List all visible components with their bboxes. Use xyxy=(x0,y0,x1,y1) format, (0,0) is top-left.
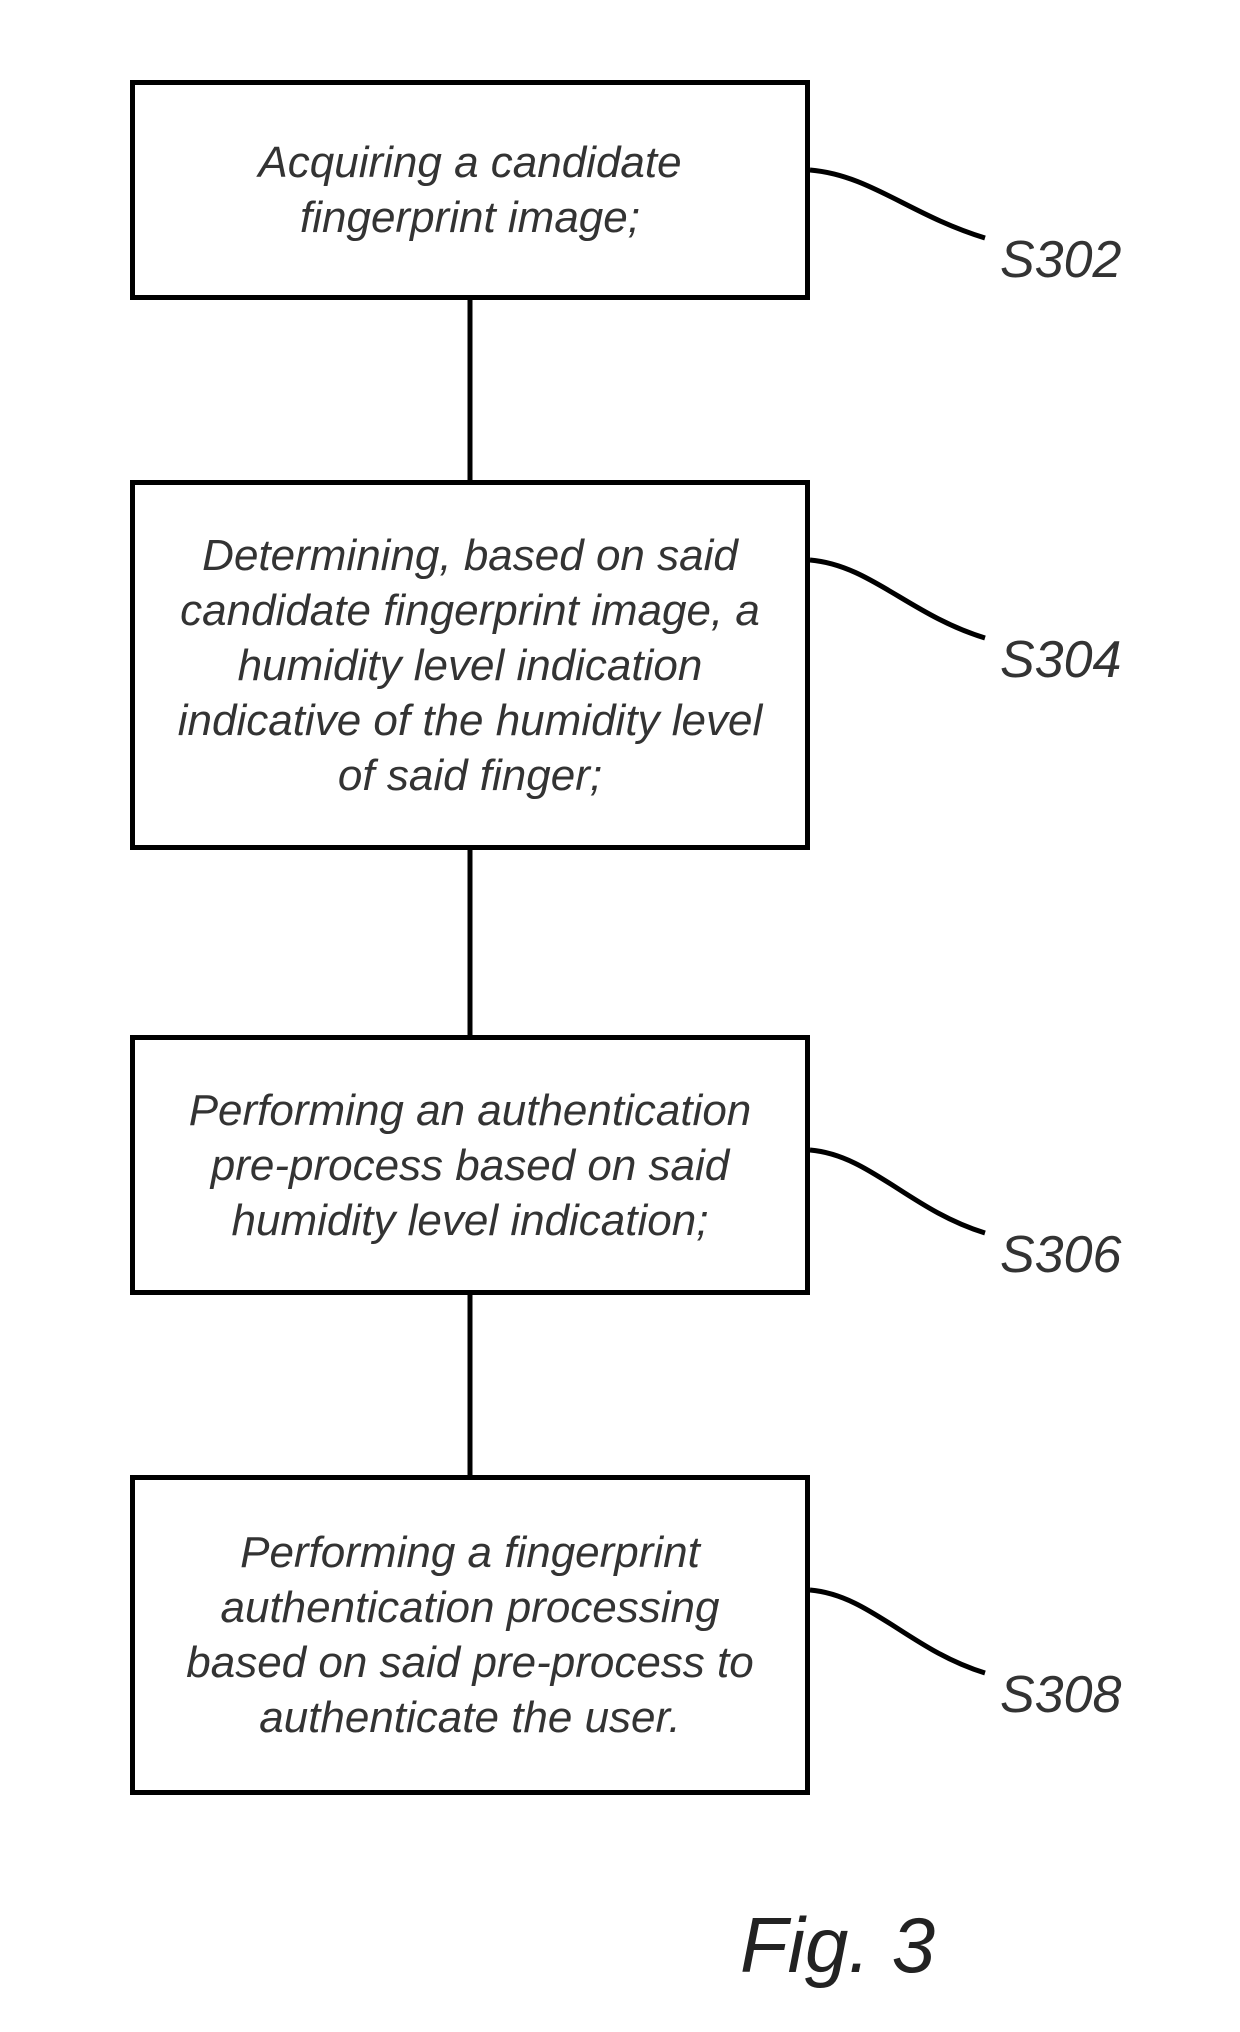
step-label: S302 xyxy=(1000,230,1121,290)
step-label: S304 xyxy=(1000,630,1121,690)
step-label-text: S308 xyxy=(1000,1666,1121,1724)
node-text: Performing a fingerprint authentication … xyxy=(165,1525,775,1745)
step-label-text: S304 xyxy=(1000,631,1121,689)
step-label: S306 xyxy=(1000,1225,1121,1285)
figure-caption-text: Fig. 3 xyxy=(740,1901,935,1989)
flowchart-node: Performing an authentication pre-process… xyxy=(130,1035,810,1295)
node-text: Acquiring a candidate fingerprint image; xyxy=(165,135,775,245)
leader-line xyxy=(810,1590,985,1673)
figure-caption: Fig. 3 xyxy=(740,1900,935,1991)
node-text: Determining, based on said candidate fin… xyxy=(155,528,785,803)
node-text: Performing an authentication pre-process… xyxy=(165,1083,775,1248)
flowchart-node: Acquiring a candidate fingerprint image; xyxy=(130,80,810,300)
flowchart-node: Determining, based on said candidate fin… xyxy=(130,480,810,850)
flowchart-node: Performing a fingerprint authentication … xyxy=(130,1475,810,1795)
step-label-text: S306 xyxy=(1000,1226,1121,1284)
flowchart-canvas: Acquiring a candidate fingerprint image;… xyxy=(0,0,1240,2032)
step-label: S308 xyxy=(1000,1665,1121,1725)
leader-line xyxy=(810,1150,985,1233)
step-label-text: S302 xyxy=(1000,231,1121,289)
leader-line xyxy=(810,560,985,638)
leader-line xyxy=(810,170,985,238)
